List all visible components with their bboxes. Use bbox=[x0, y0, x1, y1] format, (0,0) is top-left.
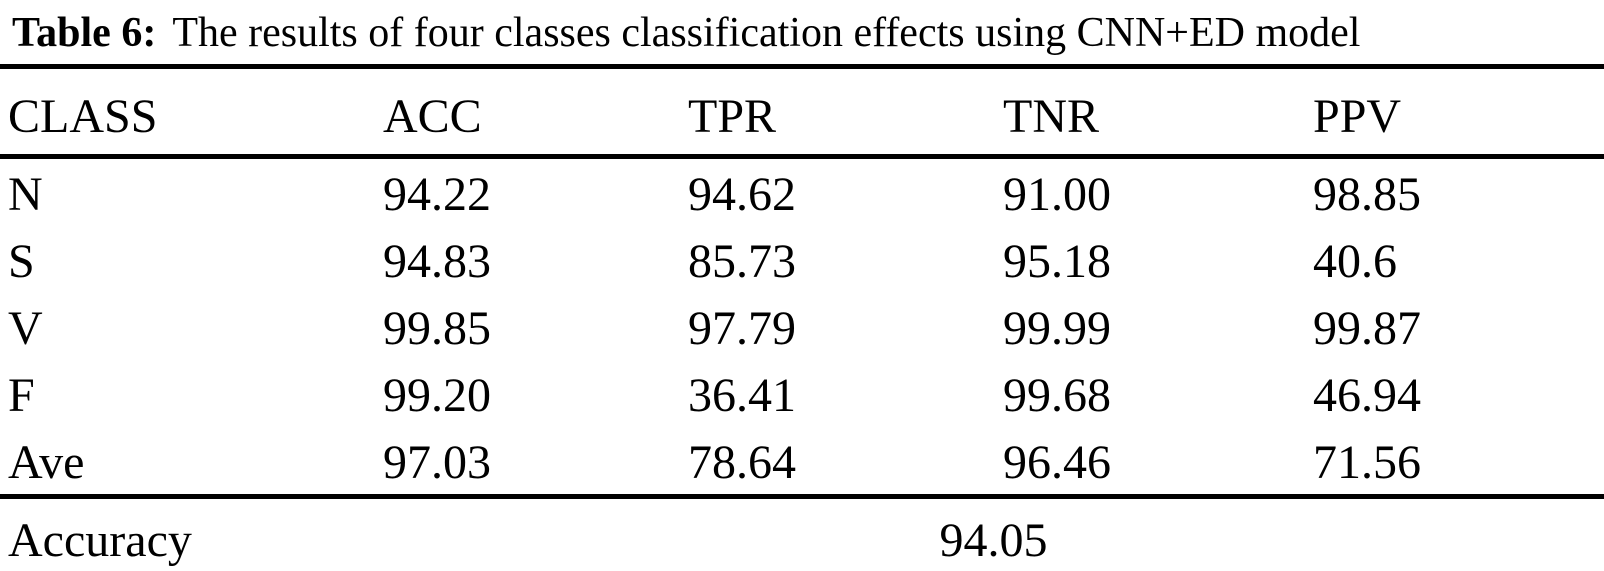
accuracy-row: Accuracy 94.05 bbox=[0, 497, 1604, 571]
table-cell: 94.62 bbox=[688, 168, 796, 221]
table-cell: 99.99 bbox=[1003, 302, 1111, 355]
table-cell: 36.41 bbox=[688, 369, 796, 422]
column-header-acc: ACC bbox=[383, 66, 688, 159]
table-row: S 94.83 85.73 95.18 40.6 bbox=[0, 226, 1604, 293]
table-cell: 85.73 bbox=[688, 235, 796, 288]
row-label: V bbox=[8, 302, 43, 355]
table-cell: 94.22 bbox=[383, 168, 491, 221]
column-header-tnr: TNR bbox=[1003, 66, 1313, 159]
table-cell: 94.83 bbox=[383, 235, 491, 288]
table-cell: 99.20 bbox=[383, 369, 491, 422]
table-row: V 99.85 97.79 99.99 99.87 bbox=[0, 293, 1604, 360]
table-cell: 99.68 bbox=[1003, 369, 1111, 422]
row-label: S bbox=[8, 235, 35, 288]
row-label: Ave bbox=[0, 427, 383, 499]
table-body: N 94.22 94.62 91.00 98.85 S 94.83 85.73 … bbox=[0, 157, 1604, 499]
table-cell: 40.6 bbox=[1313, 235, 1397, 288]
table-cell: 78.64 bbox=[688, 427, 1003, 499]
table-caption: Table 6: The results of four classes clas… bbox=[0, 0, 1604, 64]
table-cell: 96.46 bbox=[1003, 427, 1313, 499]
table-cell: 97.79 bbox=[688, 302, 796, 355]
table-cell: 98.85 bbox=[1313, 168, 1421, 221]
table-row: N 94.22 94.62 91.00 98.85 bbox=[0, 157, 1604, 227]
table-cell: 46.94 bbox=[1313, 369, 1421, 422]
table-cell: 99.85 bbox=[383, 302, 491, 355]
table-cell: 95.18 bbox=[1003, 235, 1111, 288]
table-cell: 91.00 bbox=[1003, 168, 1111, 221]
accuracy-value: 94.05 bbox=[939, 513, 1048, 567]
table-cell: 99.87 bbox=[1313, 302, 1421, 355]
table-row: Ave 97.03 78.64 96.46 71.56 bbox=[0, 427, 1604, 499]
table-header-row: CLASS ACC TPR TNR PPV bbox=[0, 66, 1604, 159]
column-header-tpr: TPR bbox=[688, 66, 1003, 159]
row-label: N bbox=[8, 168, 43, 221]
table-cell: 97.03 bbox=[383, 427, 688, 499]
table-footer: Accuracy 94.05 bbox=[0, 497, 1604, 571]
column-header-class: CLASS bbox=[0, 66, 383, 159]
results-table: CLASS ACC TPR TNR PPV N 94.22 94.62 91.0… bbox=[0, 64, 1604, 571]
caption-text: The results of four classes classificati… bbox=[172, 10, 1361, 56]
caption-label: Table 6: bbox=[12, 10, 157, 56]
row-label: F bbox=[8, 369, 35, 422]
accuracy-label: Accuracy bbox=[8, 513, 192, 567]
table-cell: 71.56 bbox=[1313, 427, 1604, 499]
table-row: F 99.20 36.41 99.68 46.94 bbox=[0, 360, 1604, 427]
column-header-ppv: PPV bbox=[1313, 66, 1604, 159]
